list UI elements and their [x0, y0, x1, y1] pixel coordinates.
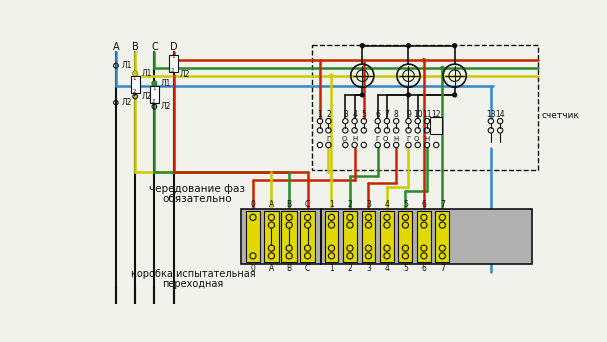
Text: 1: 1 — [329, 200, 334, 209]
Text: Л2: Л2 — [180, 70, 190, 79]
Circle shape — [152, 81, 157, 85]
Bar — [300, 211, 315, 262]
Text: 7: 7 — [384, 110, 389, 119]
Text: 0: 0 — [251, 200, 256, 209]
Bar — [343, 211, 357, 262]
Bar — [417, 211, 431, 262]
Text: A: A — [269, 264, 274, 274]
Text: B: B — [287, 200, 292, 209]
Text: 4: 4 — [384, 200, 389, 209]
Text: 7: 7 — [440, 264, 445, 274]
Bar — [263, 211, 279, 262]
Circle shape — [453, 44, 456, 48]
Text: C: C — [305, 200, 310, 209]
Text: 2: 2 — [171, 68, 175, 73]
Circle shape — [361, 44, 364, 48]
Text: A: A — [112, 42, 119, 52]
Text: 2: 2 — [348, 200, 352, 209]
Bar — [430, 117, 443, 134]
Text: Л2: Л2 — [161, 102, 171, 111]
Circle shape — [133, 71, 137, 75]
Bar — [312, 45, 538, 170]
Text: C: C — [151, 42, 158, 52]
Text: B: B — [132, 42, 138, 52]
Bar — [246, 211, 260, 262]
Text: C: C — [305, 264, 310, 274]
Text: Н: Н — [352, 136, 357, 142]
Text: чередование фаз: чередование фаз — [149, 184, 245, 194]
Bar — [169, 55, 178, 72]
Text: D: D — [170, 42, 177, 52]
Text: 1: 1 — [329, 264, 334, 274]
Text: 11: 11 — [422, 110, 432, 119]
Text: Л1: Л1 — [141, 69, 152, 78]
Text: 3: 3 — [343, 110, 348, 119]
Circle shape — [441, 66, 444, 69]
Text: 1: 1 — [152, 86, 155, 91]
Circle shape — [422, 59, 426, 62]
Text: 1: 1 — [317, 110, 322, 119]
Text: Н: Н — [424, 136, 430, 142]
Bar — [435, 211, 449, 262]
Text: 6: 6 — [421, 200, 426, 209]
Text: О: О — [341, 136, 347, 142]
Bar — [242, 209, 532, 264]
Text: Л2: Л2 — [122, 98, 132, 107]
Text: 6: 6 — [375, 110, 380, 119]
Text: 3: 3 — [366, 200, 371, 209]
Circle shape — [330, 74, 333, 77]
Text: коробка испытательная: коробка испытательная — [131, 269, 255, 279]
Text: A: A — [269, 200, 274, 209]
Text: 7: 7 — [440, 200, 445, 209]
Text: О: О — [413, 136, 419, 142]
Circle shape — [407, 44, 410, 48]
Text: 4: 4 — [384, 264, 389, 274]
Text: 13: 13 — [486, 110, 496, 119]
Text: переходная: переходная — [162, 279, 223, 289]
Text: 6: 6 — [421, 264, 426, 274]
Circle shape — [361, 93, 364, 97]
Text: обязательно: обязательно — [162, 194, 231, 204]
Text: 2: 2 — [132, 89, 136, 94]
Bar — [325, 211, 339, 262]
Text: 5: 5 — [403, 264, 408, 274]
Text: Н: Н — [393, 136, 399, 142]
Text: 0: 0 — [251, 264, 256, 274]
Text: 3: 3 — [366, 264, 371, 274]
Text: 4: 4 — [352, 110, 357, 119]
Text: 5: 5 — [403, 200, 408, 209]
Text: 1: 1 — [132, 76, 136, 80]
Circle shape — [453, 93, 456, 97]
Text: 14: 14 — [495, 110, 505, 119]
Text: 2: 2 — [326, 110, 331, 119]
Bar — [362, 211, 375, 262]
Text: 8: 8 — [394, 110, 399, 119]
Text: 1: 1 — [171, 54, 175, 59]
Text: 5: 5 — [361, 110, 366, 119]
Text: Г: Г — [376, 136, 380, 142]
Circle shape — [407, 93, 410, 97]
Bar — [150, 87, 159, 103]
Bar — [398, 211, 412, 262]
Text: О: О — [382, 136, 388, 142]
Text: 2: 2 — [348, 264, 352, 274]
Text: Л1: Л1 — [161, 79, 171, 88]
Bar — [380, 211, 394, 262]
Text: Г: Г — [407, 136, 410, 142]
Text: Л1: Л1 — [122, 61, 132, 70]
Text: 10: 10 — [413, 110, 422, 119]
Bar — [131, 77, 140, 93]
Text: 12: 12 — [432, 110, 441, 119]
Text: счетчик: счетчик — [541, 111, 580, 120]
Text: Л2: Л2 — [141, 92, 152, 101]
Text: B: B — [287, 264, 292, 274]
Bar — [282, 211, 297, 262]
Text: 9: 9 — [406, 110, 411, 119]
Text: Г: Г — [327, 136, 330, 142]
Text: 2: 2 — [152, 100, 155, 104]
